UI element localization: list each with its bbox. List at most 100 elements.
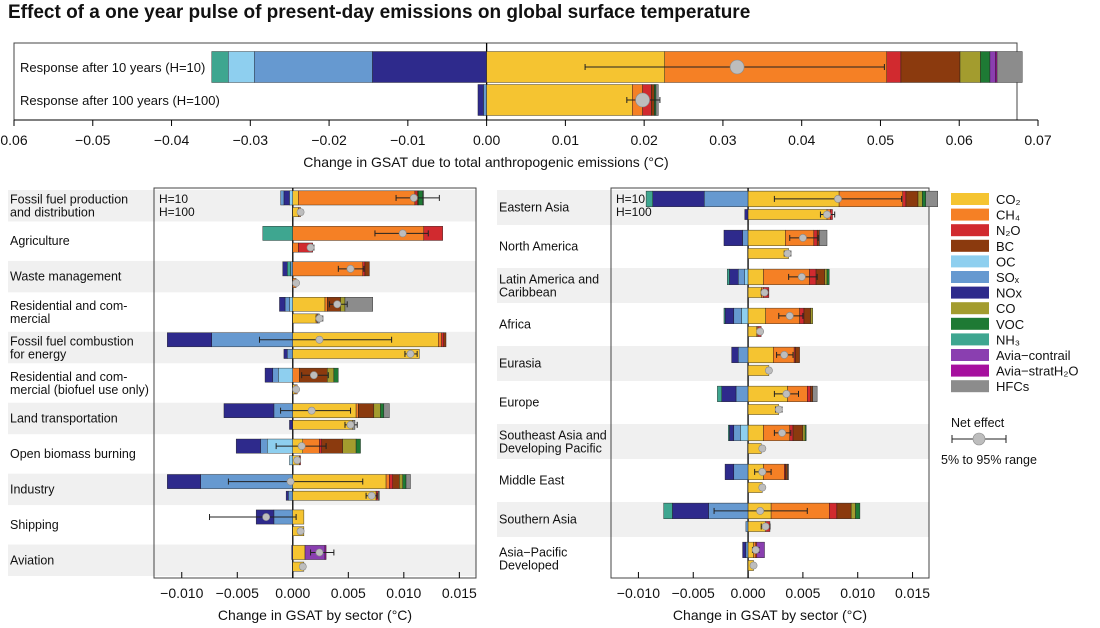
regions-row-label: Eastern Asia — [499, 201, 569, 215]
legend-label-HFCs: HFCs — [996, 379, 1030, 394]
total-x-tick-label: 0.06 — [0, 132, 27, 148]
regions-h10-net-point — [756, 507, 765, 515]
regions-h10-bar-CO2 — [747, 424, 764, 441]
sectors-h100-net-point — [306, 243, 315, 252]
sectors-h10-bar-NOx — [279, 297, 286, 312]
legend-swatch-OC — [951, 255, 989, 268]
regions-row-label: Africa — [499, 318, 531, 332]
sectors-h10-net-point — [297, 442, 306, 451]
sectors-h10-bar-NOx — [283, 190, 290, 206]
sectors-row-label-line: Residential and com- — [10, 370, 127, 384]
legend-swatch-HFCs — [951, 380, 989, 393]
sectors-h100-net-point — [406, 350, 415, 358]
regions-h100-bar-CO2 — [747, 209, 828, 220]
total-x-axis-label: Change in GSAT due to total anthropogeni… — [303, 154, 668, 170]
legend-label-NOx: NOx — [996, 286, 1023, 301]
sectors-h10-bar-CO — [373, 403, 381, 418]
regions-h10-bar-N2O — [902, 190, 907, 207]
legend-swatch-CO — [951, 302, 989, 315]
legend-label-NH3: NH₃ — [996, 332, 1020, 347]
regions-x-tick-label: 0.010 — [840, 585, 875, 601]
regions-h10-bar-CO2 — [747, 229, 786, 246]
sectors-row-label-line: Industry — [10, 482, 55, 496]
regions-h10-bar-NH3 — [663, 502, 673, 519]
regions-h100-net-point — [765, 366, 773, 375]
regions-h100-bar-CO2 — [747, 287, 762, 298]
sectors-h10-bar-CH4 — [292, 367, 300, 383]
sectors-h100-bar-SOx — [287, 349, 293, 359]
sectors-h10-bar-VOC — [380, 403, 385, 418]
sectors-h100-bar-OC — [289, 455, 293, 466]
total-bar-SOx — [483, 84, 487, 116]
legend-label-N2O: N₂O — [996, 223, 1021, 238]
legend-swatch-CO2 — [951, 193, 989, 205]
legend-swatch-NOx — [951, 286, 989, 299]
regions-panel-frame — [610, 187, 930, 579]
regions-h10-bar-OC — [740, 424, 749, 441]
sectors-h10-bar-OC — [289, 297, 293, 312]
sectors-h10-net-point — [315, 548, 324, 557]
sectors-x-tick-label: 0.000 — [275, 585, 310, 601]
sectors-row-label-line: Land transportation — [10, 411, 118, 425]
sectors-h10-net-point — [307, 406, 316, 415]
total-bar-AviaStrat — [995, 51, 998, 83]
regions-h10-bar-CO — [850, 502, 856, 519]
regions-h10-net-point — [782, 390, 791, 398]
total-row-label: Response after 10 years (H=10) — [20, 60, 205, 75]
sectors-h10-bar-CH4 — [355, 403, 359, 418]
regions-h100-net-point — [749, 561, 758, 570]
regions-h10-bar-CO2 — [747, 268, 764, 285]
legend-swatch-AviaStrat — [951, 364, 989, 377]
sectors-h10-bar-CH4 — [385, 474, 390, 489]
regions-h10-bar-HFCs — [925, 190, 938, 207]
regions-h10-bar-CO — [810, 307, 813, 324]
sectors-h10-bar-NOx — [167, 474, 201, 489]
regions-h10-bar-NOx — [724, 463, 735, 480]
sectors-h10-bar-CO — [399, 474, 403, 489]
sectors-h10-bar-N2O — [389, 474, 393, 489]
regions-h10-bar-OC — [741, 307, 749, 324]
sectors-row-label: Fossil fuel production and distribution — [10, 193, 128, 220]
sectors-row-label: Waste management — [10, 270, 122, 284]
regions-row-label-line: Developed — [499, 559, 559, 573]
sectors-h10-bar-HFCs — [405, 474, 411, 489]
regions-h10-bar-SOx — [738, 346, 749, 363]
sectors-h10-net-point — [286, 477, 295, 486]
sectors-row-label-line: Fossil fuel production — [10, 193, 128, 207]
regions-h100-bar-CO2 — [747, 248, 789, 259]
sectors-row-band — [8, 544, 476, 576]
sectors-row-label: Industry — [10, 482, 55, 496]
regions-row-label: Latin America and Caribbean — [499, 273, 599, 300]
total-x-tick-label: 0.02 — [631, 132, 658, 148]
legend-label-OC: OC — [996, 254, 1016, 269]
regions-h10-net-point — [778, 429, 786, 437]
regions-row-label: North America — [499, 240, 578, 254]
sectors-h10-bar-VOC — [402, 474, 407, 489]
legend-net-point — [972, 432, 986, 446]
regions-h100-net-point — [758, 444, 767, 453]
legend-swatch-SOx — [951, 271, 989, 283]
regions-x-tick-label: 0.005 — [785, 585, 820, 601]
legend-swatch-BC — [951, 239, 989, 252]
legend-swatch-N2O — [951, 224, 989, 237]
total-x-tick-label: 0.03 — [709, 132, 736, 148]
total-bar-CO2 — [486, 84, 633, 116]
sectors-x-axis-label: Change in GSAT by sector (°C) — [218, 607, 412, 623]
sectors-h10-net-point — [309, 371, 318, 380]
figure-title: Effect of a one year pulse of present-da… — [8, 2, 751, 23]
sectors-h100-net-point — [293, 456, 302, 465]
regions-row-label-line: Africa — [499, 318, 531, 332]
regions-h10-bar-NH3 — [723, 307, 726, 324]
total-bar-CO — [959, 51, 981, 83]
sectors-h100-bar-HFCs — [378, 490, 380, 501]
legend-label-AviaContrail: Avia−contrail — [996, 348, 1071, 363]
total-bar-OC — [228, 51, 255, 83]
legend-swatch-AviaContrail — [951, 349, 989, 361]
sectors-row-label-line: for energy — [10, 348, 67, 362]
legend-swatch-VOC — [951, 317, 989, 330]
legend-label-CO: CO — [996, 301, 1016, 316]
sectors-x-tick-label: 0.010 — [386, 585, 421, 601]
sectors-h10-bar-BC — [364, 261, 370, 277]
sectors-panel-frame — [153, 187, 477, 579]
sectors-h100-bar-NOx — [289, 420, 293, 430]
